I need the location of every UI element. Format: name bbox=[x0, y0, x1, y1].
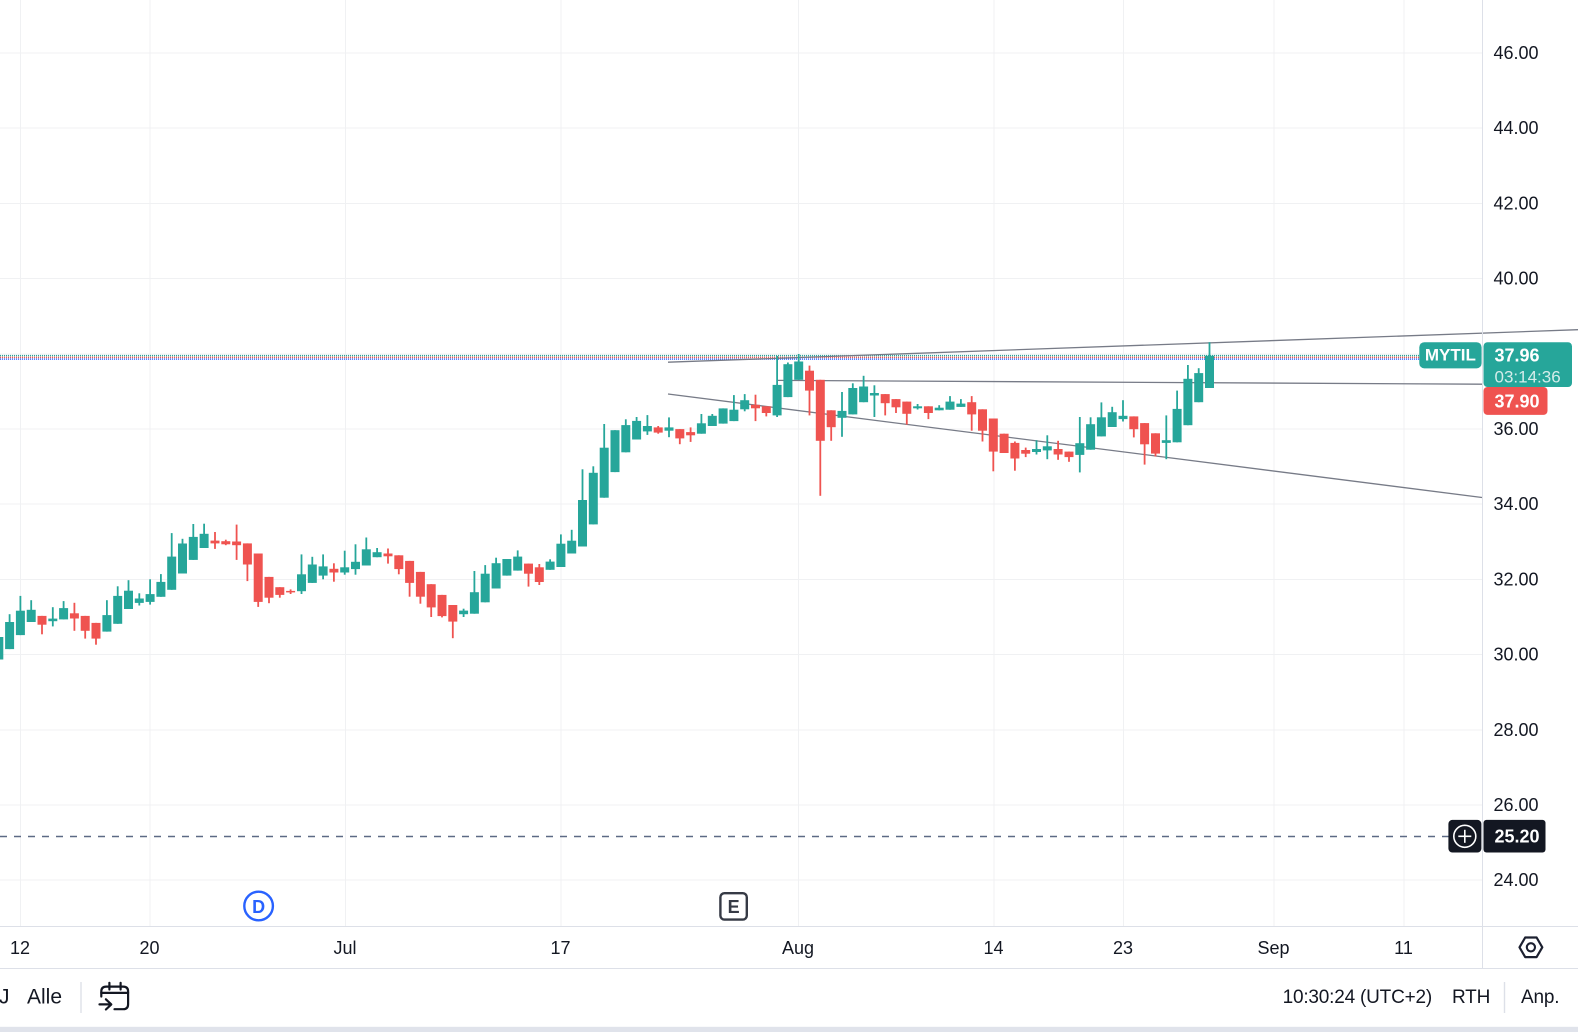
svg-text:RTH: RTH bbox=[1452, 987, 1490, 1008]
svg-text:44.00: 44.00 bbox=[1494, 118, 1539, 138]
svg-text:14: 14 bbox=[983, 938, 1003, 958]
svg-text:34.00: 34.00 bbox=[1494, 494, 1539, 514]
svg-text:12: 12 bbox=[10, 938, 30, 958]
svg-text:Aug: Aug bbox=[782, 938, 814, 958]
svg-text:40.00: 40.00 bbox=[1494, 269, 1539, 289]
svg-text:11: 11 bbox=[1394, 938, 1413, 958]
svg-text:26.00: 26.00 bbox=[1494, 795, 1539, 815]
svg-text:37.96: 37.96 bbox=[1495, 345, 1540, 365]
svg-text:30.00: 30.00 bbox=[1494, 645, 1539, 665]
svg-text:25.20: 25.20 bbox=[1495, 827, 1540, 847]
svg-text:D: D bbox=[252, 897, 265, 917]
svg-text:42.00: 42.00 bbox=[1494, 193, 1539, 213]
svg-text:46.00: 46.00 bbox=[1494, 43, 1539, 63]
svg-text:28.00: 28.00 bbox=[1494, 720, 1539, 740]
svg-text:Anp.: Anp. bbox=[1521, 987, 1559, 1008]
svg-text:17: 17 bbox=[550, 938, 570, 958]
svg-text:24.00: 24.00 bbox=[1494, 870, 1539, 890]
svg-text:32.00: 32.00 bbox=[1494, 569, 1539, 589]
svg-text:37.90: 37.90 bbox=[1495, 392, 1540, 412]
svg-text:Alle: Alle bbox=[27, 986, 62, 1009]
svg-text:10:30:24 (UTC+2): 10:30:24 (UTC+2) bbox=[1283, 987, 1432, 1008]
svg-text:36.00: 36.00 bbox=[1494, 419, 1539, 439]
svg-text:03:14:36: 03:14:36 bbox=[1495, 367, 1561, 386]
svg-text:MYTIL: MYTIL bbox=[1425, 346, 1476, 365]
svg-text:J: J bbox=[0, 986, 10, 1009]
svg-text:Sep: Sep bbox=[1257, 938, 1289, 958]
svg-text:20: 20 bbox=[139, 938, 159, 958]
svg-text:Jul: Jul bbox=[333, 938, 356, 958]
svg-text:23: 23 bbox=[1113, 938, 1133, 958]
svg-text:E: E bbox=[728, 897, 740, 917]
